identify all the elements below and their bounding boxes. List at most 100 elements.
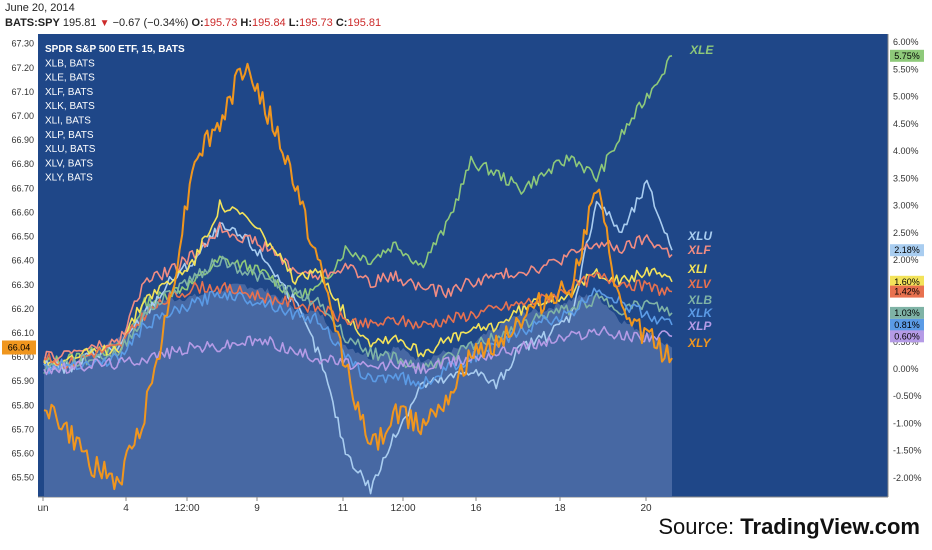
- series-line-xlk[interactable]: [43, 287, 673, 390]
- source-brand[interactable]: TradingView.com: [740, 514, 920, 539]
- left-tick-label: 66.40: [11, 256, 34, 266]
- x-tick-label: 12:00: [174, 503, 199, 514]
- left-tick-label: 66.10: [11, 328, 34, 338]
- left-tick-label: 65.50: [11, 473, 34, 483]
- series-line-xlp[interactable]: [43, 325, 673, 376]
- right-tick-label: 4.00%: [893, 146, 919, 156]
- series-line-xlb[interactable]: [43, 255, 673, 374]
- legend-item[interactable]: XLB, BATS: [45, 58, 95, 69]
- right-axis-panel: [888, 34, 932, 497]
- value-badge-label: 1.60%: [894, 277, 920, 287]
- open-label: O:: [191, 17, 204, 29]
- chart-date: June 20, 2014: [5, 2, 75, 14]
- left-tick-label: 66.90: [11, 135, 34, 145]
- series-label-xle: XLE: [689, 43, 714, 57]
- symbol[interactable]: BATS:SPY: [5, 17, 60, 29]
- right-tick-label: 5.00%: [893, 92, 919, 102]
- x-tick-label: 4: [123, 503, 129, 514]
- left-tick-label: 66.30: [11, 280, 34, 290]
- current-price-label: 66.04: [8, 343, 31, 353]
- quote-line: BATS:SPY 195.81 ▼ −0.67 (−0.34%) O:195.7…: [5, 17, 381, 29]
- series-line-xly[interactable]: [43, 62, 673, 491]
- value-badge: [890, 244, 924, 257]
- left-tick-label: 66.60: [11, 207, 34, 217]
- left-tick-label: 66.50: [11, 232, 34, 242]
- right-tick-label: 3.00%: [893, 201, 919, 211]
- series-line-xlf[interactable]: [43, 221, 673, 364]
- value-badge: [890, 330, 924, 343]
- value-badge: [890, 285, 924, 298]
- low-label: L:: [288, 17, 300, 29]
- right-tick-label: -2.00%: [893, 473, 922, 483]
- spy-area: [44, 283, 672, 497]
- high-label: H:: [240, 17, 253, 29]
- left-tick-label: 66.80: [11, 159, 34, 169]
- value-badge-label: 1.42%: [894, 287, 920, 297]
- x-tick-label: 12:00: [390, 503, 415, 514]
- high-value: 195.84: [252, 17, 286, 29]
- left-tick-label: 67.30: [11, 39, 34, 49]
- legend-item[interactable]: XLK, BATS: [45, 101, 95, 112]
- left-axis-panel: [0, 34, 38, 497]
- value-badge-label: 0.81%: [894, 320, 920, 330]
- series-label-xlp: XLP: [687, 319, 712, 333]
- series-label-xlv: XLV: [687, 277, 712, 291]
- source-credit: Source: TradingView.com: [658, 514, 920, 539]
- x-tick-label: 9: [254, 503, 260, 514]
- right-tick-label: 3.50%: [893, 173, 919, 183]
- value-badge: [890, 306, 924, 319]
- close-label: C:: [335, 17, 348, 29]
- legend-item[interactable]: XLF, BATS: [45, 87, 93, 98]
- left-tick-label: 67.00: [11, 111, 34, 121]
- legend-item[interactable]: XLV, BATS: [45, 158, 94, 169]
- legend-item[interactable]: XLU, BATS: [45, 144, 96, 155]
- left-tick-label: 65.90: [11, 376, 34, 386]
- right-tick-label: 2.50%: [893, 228, 919, 238]
- last-price: 195.81: [62, 17, 97, 29]
- open-value: 195.73: [203, 17, 238, 29]
- series-label-xlb: XLB: [687, 293, 712, 307]
- current-price-tag: [2, 340, 36, 355]
- price-change: −0.67 (−0.34%): [112, 17, 189, 29]
- x-tick-label: un: [37, 503, 48, 514]
- value-badge-label: 5.75%: [894, 51, 920, 61]
- close-value: 195.81: [347, 17, 382, 29]
- series-label-xlf: XLF: [687, 243, 711, 257]
- left-tick-label: 66.70: [11, 183, 34, 193]
- legend-item[interactable]: XLI, BATS: [45, 116, 91, 127]
- value-badge-label: 2.18%: [894, 245, 920, 255]
- value-badge: [890, 318, 924, 331]
- right-tick-label: -1.00%: [893, 419, 922, 429]
- low-value: 195.73: [299, 17, 333, 29]
- legend-item[interactable]: XLP, BATS: [45, 130, 94, 141]
- x-tick-label: 11: [338, 503, 349, 514]
- value-badge: [890, 49, 924, 62]
- left-tick-label: 67.20: [11, 63, 34, 73]
- right-tick-label: 2.00%: [893, 255, 919, 265]
- value-badge: [890, 275, 924, 288]
- series-line-xli[interactable]: [43, 199, 673, 368]
- left-tick-label: 65.80: [11, 400, 34, 410]
- series-label-xli: XLI: [687, 262, 707, 276]
- series-label-xlk: XLK: [687, 306, 713, 320]
- right-tick-label: 5.50%: [893, 64, 919, 74]
- left-tick-label: 65.60: [11, 449, 34, 459]
- legend-main-series[interactable]: SPDR S&P 500 ETF, 15, BATS: [45, 44, 185, 55]
- left-tick-label: 67.10: [11, 87, 34, 97]
- x-tick-label: 18: [554, 503, 566, 514]
- legend-item[interactable]: XLY, BATS: [45, 173, 93, 184]
- down-arrow-icon: ▼: [99, 18, 110, 29]
- right-tick-label: 6.00%: [893, 37, 919, 47]
- x-tick-label: 20: [640, 503, 652, 514]
- legend-item[interactable]: XLE, BATS: [45, 73, 95, 84]
- series-label-xlu: XLU: [687, 229, 712, 243]
- right-tick-label: -0.50%: [893, 391, 922, 401]
- right-tick-label: 0.00%: [893, 364, 919, 374]
- x-tick-label: 16: [470, 503, 482, 514]
- left-tick-label: 66.20: [11, 304, 34, 314]
- series-line-xle[interactable]: [43, 55, 673, 367]
- series-label-xly: XLY: [687, 336, 711, 350]
- right-tick-label: 4.50%: [893, 119, 919, 129]
- value-badge-label: 0.60%: [894, 331, 920, 341]
